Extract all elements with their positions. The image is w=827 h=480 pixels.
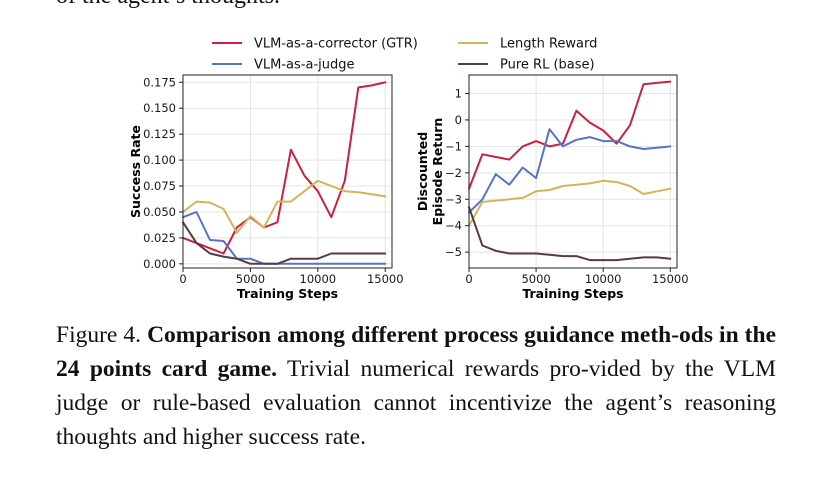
- y-tick-label: 1: [455, 87, 462, 101]
- legend-label: Pure RL (base): [500, 58, 595, 73]
- figure-caption: Figure 4. Comparison among different pro…: [56, 318, 776, 454]
- series-line-length-reward: [469, 181, 670, 226]
- y-tick-label: 0.075: [143, 179, 176, 193]
- plot-frame: [469, 75, 677, 268]
- y-tick-label: 0.175: [143, 75, 176, 89]
- x-axis-title: Training Steps: [237, 286, 338, 301]
- legend-item-length-reward: Length Reward: [458, 37, 597, 52]
- legend-label: VLM-as-a-judge: [254, 58, 354, 73]
- x-tick-label: 5000: [521, 272, 550, 286]
- y-tick-label: −3: [445, 192, 462, 206]
- x-tick-label: 10000: [585, 272, 622, 286]
- y-tick-label: −2: [445, 166, 462, 180]
- y-tick-label: 0.050: [143, 205, 176, 219]
- y-tick-label: 0.125: [143, 127, 176, 141]
- series-line-pure-rl-base: [183, 222, 385, 263]
- y-tick-label: 0: [455, 113, 462, 127]
- y-tick-label: 0.150: [143, 101, 176, 115]
- y-tick-label: 0.100: [143, 153, 176, 167]
- x-tick-label: 5000: [236, 272, 265, 286]
- x-tick-label: 15000: [367, 272, 404, 286]
- caption-label: Figure 4.: [56, 322, 141, 348]
- episode-return-chart: 0 5000 10000 15000 −5 −4 −3 −2 −1 0 1 Training Step…: [415, 75, 689, 301]
- y-tick-label: −4: [445, 219, 462, 233]
- x-tick-label: 10000: [300, 272, 337, 286]
- legend-label: VLM-as-a-corrector (GTR): [254, 37, 418, 52]
- y-tick-label: 0.025: [143, 231, 176, 245]
- success-rate-chart: 0 5000 10000 15000 0.000 0.025 0.050 0.075 0.100…: [128, 75, 404, 301]
- y-axis-title: Success Rate: [128, 125, 143, 218]
- legend-item-pure-rl-base: Pure RL (base): [458, 58, 595, 73]
- y-tick-label: −5: [445, 245, 462, 259]
- y-tick-label: −1: [445, 139, 462, 153]
- y-axis-title: Discounted: [415, 132, 430, 211]
- legend-item-vlm-as-a-judge: VLM-as-a-judge: [212, 58, 354, 73]
- x-tick-label: 0: [465, 272, 472, 286]
- y-tick-label: 0.000: [143, 257, 176, 271]
- x-axis-title: Training Steps: [522, 286, 623, 301]
- x-tick-label: 15000: [652, 272, 689, 286]
- legend-item-vlm-as-a-corrector-gtr: VLM-as-a-corrector (GTR): [212, 37, 418, 52]
- figure-4-charts: VLM-as-a-corrector (GTR) Length Reward VLM…: [0, 0, 827, 320]
- legend: VLM-as-a-corrector (GTR) Length Reward VLM…: [212, 37, 597, 73]
- x-tick-label: 0: [179, 272, 186, 286]
- y-axis-title: Episode Return: [430, 118, 445, 226]
- legend-label: Length Reward: [500, 37, 597, 52]
